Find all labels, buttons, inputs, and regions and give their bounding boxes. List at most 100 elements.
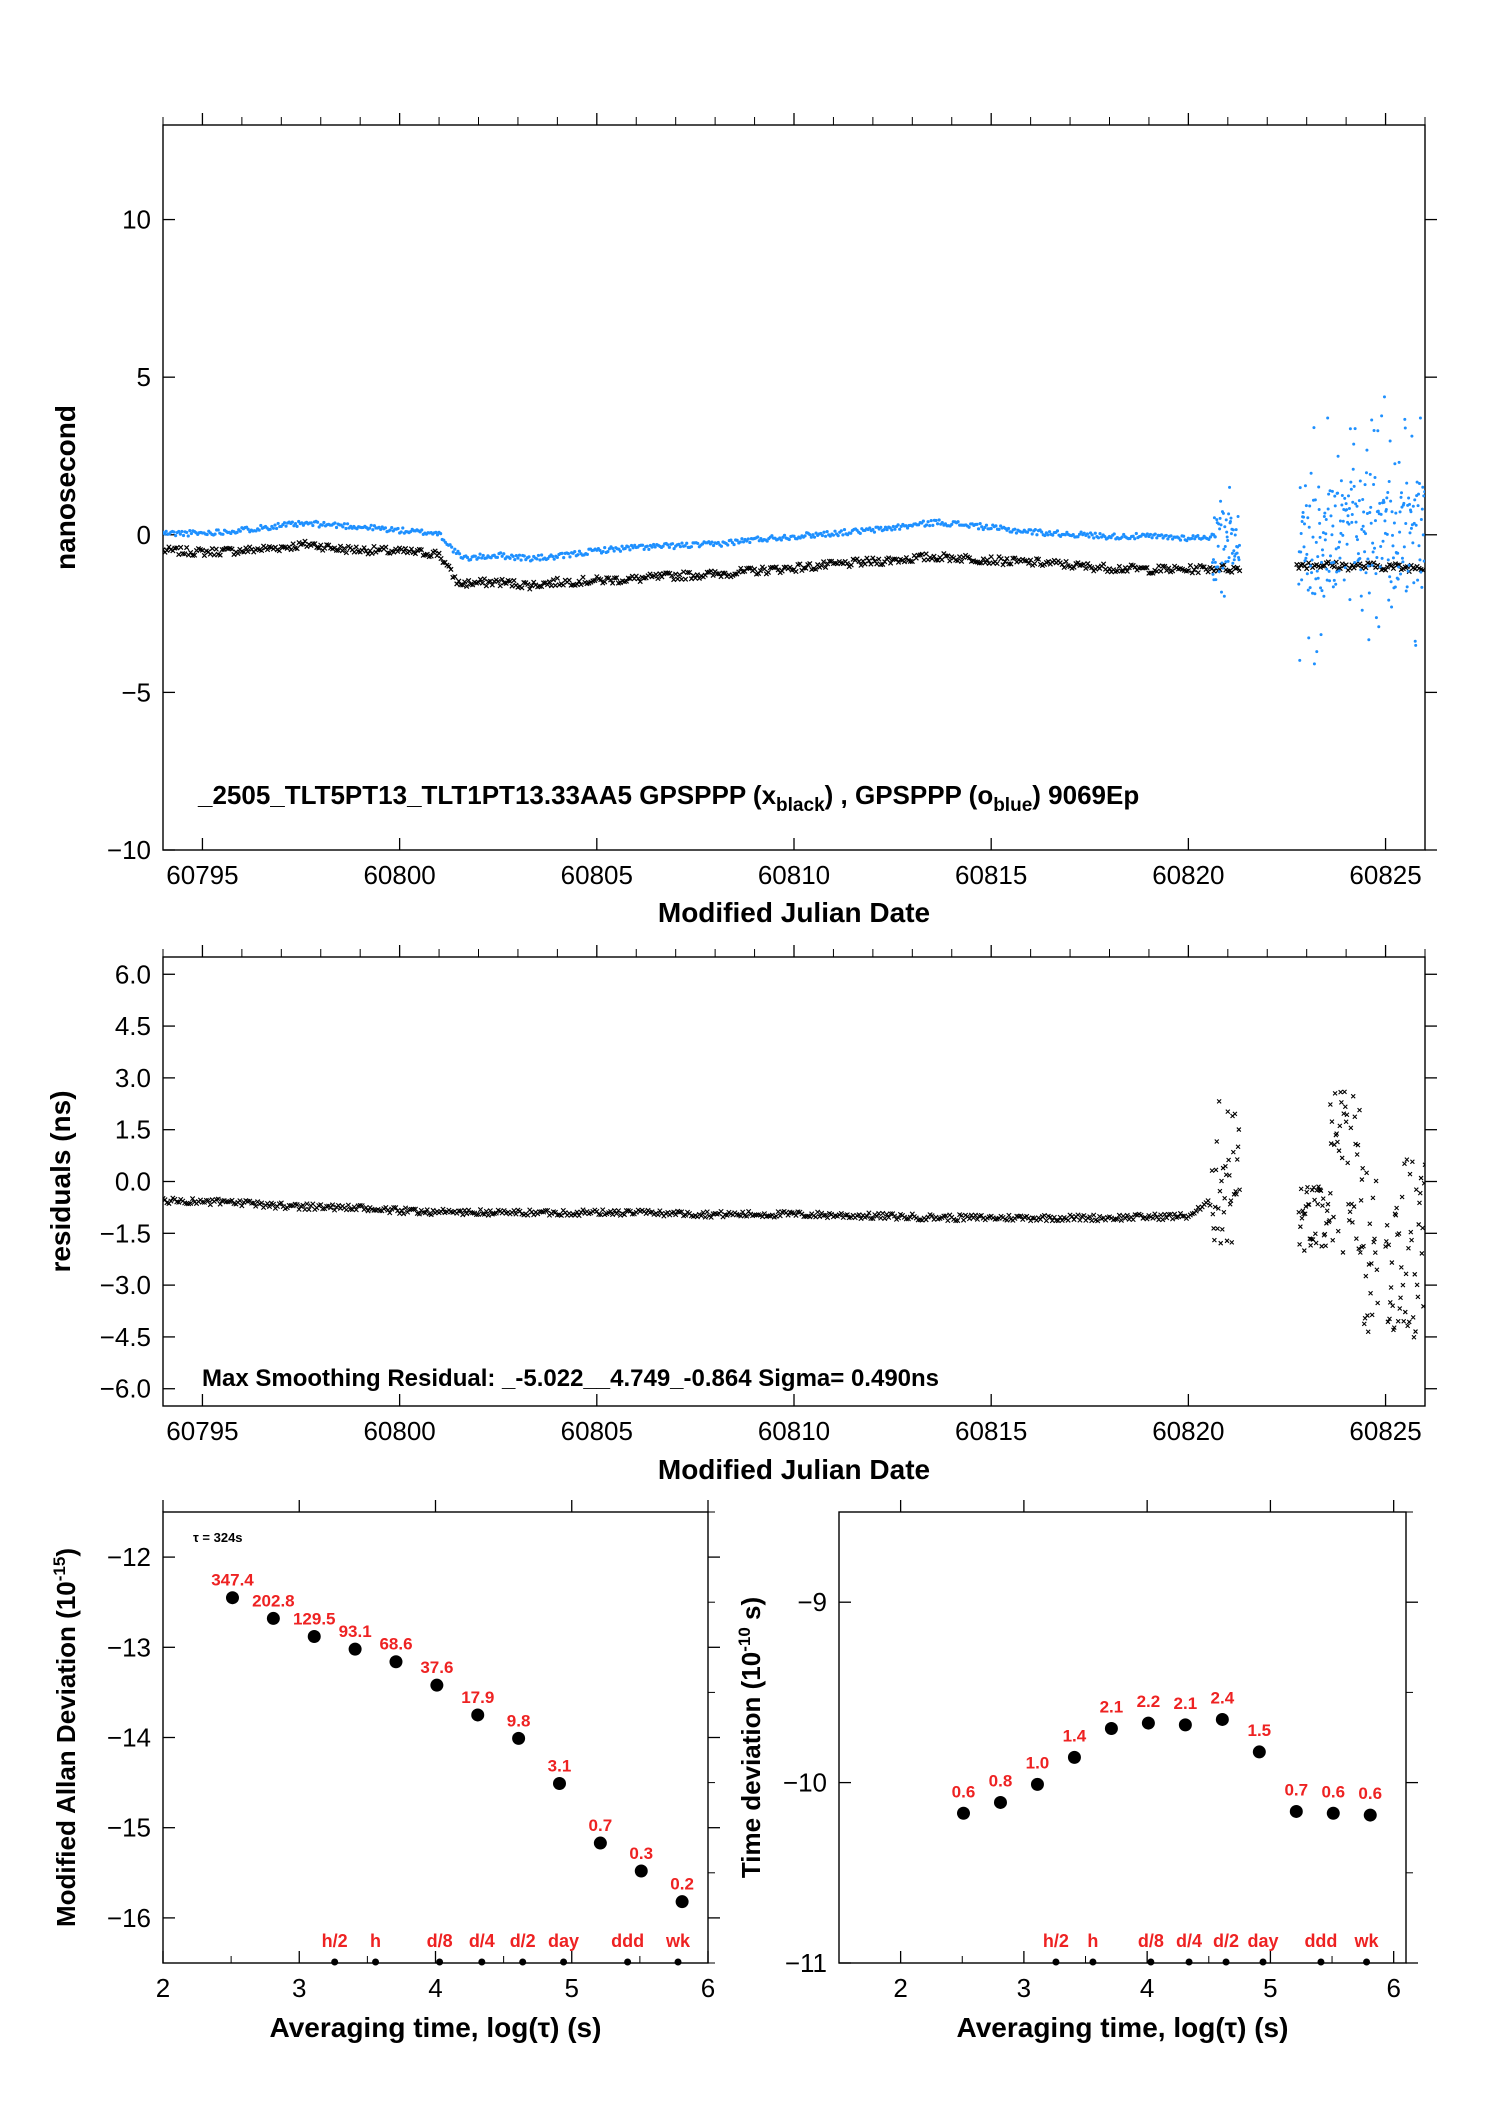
data-point bbox=[295, 524, 299, 528]
data-point bbox=[369, 523, 373, 527]
data-point bbox=[1215, 1712, 1229, 1726]
data-point bbox=[1408, 502, 1412, 506]
data-point bbox=[1316, 555, 1320, 559]
data-point bbox=[1214, 1139, 1220, 1144]
y-axis-label: Modified Allan Deviation (10-15) bbox=[50, 1548, 81, 1927]
data-point bbox=[1365, 448, 1369, 452]
data-point bbox=[601, 549, 605, 554]
y-tick-label: −10 bbox=[783, 1768, 827, 1798]
data-point bbox=[1357, 1250, 1363, 1255]
data-point bbox=[1361, 497, 1365, 501]
data-point bbox=[1212, 1237, 1217, 1243]
point-label: 9.8 bbox=[507, 1711, 531, 1730]
annotation-prefix: _2505_TLT5PT13_TLT1PT13.33AA5 GPSPPP (x bbox=[197, 780, 777, 810]
data-point bbox=[1306, 1202, 1312, 1208]
data-point bbox=[368, 526, 372, 530]
data-point bbox=[1313, 1240, 1319, 1246]
data-point bbox=[629, 543, 634, 548]
data-point bbox=[1336, 491, 1340, 495]
data-point bbox=[744, 1213, 750, 1219]
data-point bbox=[464, 1211, 470, 1217]
data-point bbox=[1339, 479, 1343, 483]
data-point bbox=[1409, 526, 1413, 530]
data-point bbox=[342, 522, 347, 526]
data-point bbox=[558, 1212, 564, 1218]
data-point bbox=[1412, 521, 1416, 525]
data-point bbox=[956, 520, 960, 524]
data-point bbox=[221, 532, 225, 536]
data-point bbox=[1215, 1206, 1221, 1211]
data-point bbox=[1374, 572, 1378, 576]
data-point bbox=[1124, 1212, 1130, 1218]
y-axis-label: nanosecond bbox=[50, 405, 81, 570]
data-point bbox=[1155, 536, 1159, 540]
data-point bbox=[757, 568, 764, 574]
data-point bbox=[1168, 1211, 1174, 1217]
x-tick-label: 3 bbox=[292, 1973, 306, 2003]
data-point bbox=[229, 1197, 235, 1203]
data-point bbox=[478, 552, 482, 556]
data-point bbox=[1356, 552, 1360, 556]
y-axis-label-tail: ) bbox=[51, 1548, 81, 1557]
data-point bbox=[748, 540, 752, 545]
data-point bbox=[838, 1210, 844, 1217]
data-point bbox=[389, 1655, 403, 1669]
time-marker bbox=[1185, 1958, 1193, 1966]
data-point bbox=[1211, 572, 1215, 576]
data-point bbox=[450, 545, 454, 549]
data-point bbox=[302, 1206, 308, 1213]
data-point bbox=[1189, 570, 1195, 576]
data-point bbox=[1012, 555, 1018, 561]
data-point bbox=[1131, 534, 1135, 538]
data-point bbox=[187, 549, 194, 556]
data-point bbox=[375, 547, 381, 553]
data-point bbox=[1144, 534, 1148, 538]
data-point bbox=[1302, 545, 1306, 549]
point-label: 347.4 bbox=[211, 1571, 254, 1590]
data-point bbox=[1030, 532, 1034, 536]
data-point bbox=[188, 529, 192, 533]
data-point bbox=[1122, 532, 1126, 537]
data-point bbox=[1303, 559, 1307, 563]
data-point bbox=[1388, 575, 1392, 579]
data-point bbox=[1350, 1220, 1355, 1225]
data-point bbox=[643, 1210, 649, 1217]
data-point bbox=[1210, 1211, 1216, 1217]
point-label: 37.6 bbox=[420, 1658, 453, 1677]
data-point bbox=[343, 550, 350, 556]
data-point bbox=[1026, 560, 1032, 567]
y-tick-label: −6.0 bbox=[100, 1374, 151, 1404]
data-point bbox=[1342, 1104, 1348, 1110]
data-point bbox=[1331, 1214, 1336, 1220]
y-tick-label: −14 bbox=[107, 1723, 151, 1753]
data-point bbox=[1345, 542, 1349, 546]
data-point bbox=[1353, 1141, 1358, 1147]
data-point bbox=[1235, 565, 1241, 571]
data-point bbox=[1312, 1231, 1318, 1237]
data-point bbox=[1356, 1246, 1362, 1252]
time-marker-label: wk bbox=[665, 1931, 691, 1951]
points-layer bbox=[163, 395, 1425, 666]
data-point bbox=[546, 579, 553, 585]
residuals-chart: 60795 60800 60805 60810 60815 60820 60825 −6.0 −… bbox=[45, 945, 1437, 1485]
data-point bbox=[1373, 475, 1377, 479]
x-tick-label: 60820 bbox=[1152, 860, 1224, 890]
point-label: 1.0 bbox=[1026, 1753, 1050, 1772]
data-point bbox=[678, 576, 685, 582]
data-point bbox=[1104, 1721, 1118, 1735]
data-point bbox=[698, 1213, 704, 1219]
data-point bbox=[1229, 569, 1235, 575]
data-point bbox=[1357, 499, 1361, 503]
data-point bbox=[1328, 489, 1332, 493]
point-label: 1.4 bbox=[1063, 1726, 1087, 1745]
data-point bbox=[1314, 540, 1318, 544]
data-point bbox=[722, 570, 728, 576]
data-point bbox=[1306, 588, 1310, 592]
data-point bbox=[1214, 578, 1218, 582]
data-point bbox=[956, 1806, 970, 1820]
data-point bbox=[732, 542, 736, 547]
data-point bbox=[1321, 553, 1325, 557]
data-point bbox=[1312, 1197, 1317, 1203]
data-point bbox=[271, 526, 276, 530]
data-point bbox=[891, 524, 895, 529]
